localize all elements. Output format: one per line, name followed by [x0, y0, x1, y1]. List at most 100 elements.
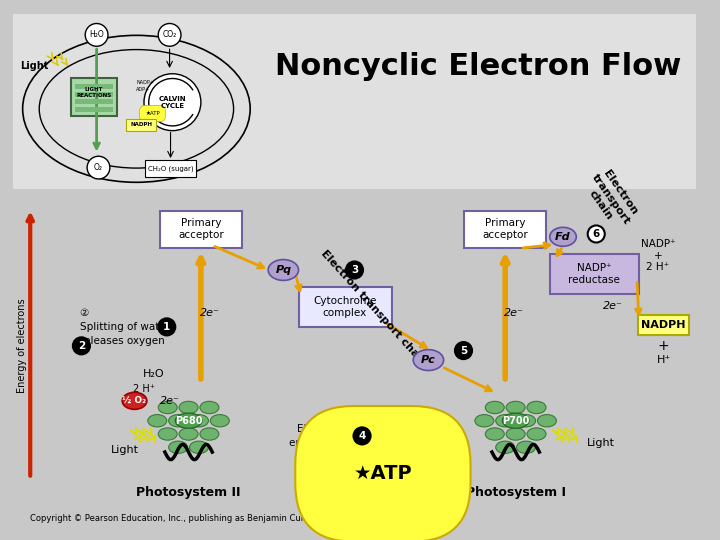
Ellipse shape [189, 415, 209, 427]
Ellipse shape [158, 428, 177, 440]
Circle shape [354, 427, 371, 444]
FancyBboxPatch shape [638, 315, 689, 335]
Text: Electron flow provides
energy for chemiosmotic
synthesis of: Electron flow provides energy for chemio… [289, 424, 420, 461]
Ellipse shape [413, 349, 444, 370]
Circle shape [346, 261, 363, 279]
Ellipse shape [506, 401, 525, 414]
Text: ½ O₂: ½ O₂ [122, 396, 147, 406]
Text: 2e⁻: 2e⁻ [160, 396, 179, 406]
FancyBboxPatch shape [75, 92, 113, 97]
Text: NADPH: NADPH [642, 320, 685, 330]
Text: P680: P680 [175, 416, 202, 426]
Ellipse shape [179, 401, 198, 414]
FancyBboxPatch shape [126, 119, 156, 131]
Text: Pc: Pc [421, 355, 436, 365]
Text: Light: Light [20, 61, 48, 71]
Circle shape [73, 338, 90, 354]
Text: O₂: O₂ [94, 163, 103, 172]
Text: CO₂: CO₂ [163, 30, 176, 39]
Circle shape [85, 24, 108, 46]
Text: LIGHT
REACTIONS: LIGHT REACTIONS [76, 87, 112, 98]
Text: 2e⁻: 2e⁻ [504, 308, 523, 318]
Text: Electron
transport
chain: Electron transport chain [580, 165, 641, 233]
Text: CH₂O (sugar): CH₂O (sugar) [148, 165, 194, 172]
FancyBboxPatch shape [71, 78, 117, 117]
Circle shape [588, 225, 605, 242]
Text: Fd: Fd [555, 232, 571, 242]
Ellipse shape [168, 441, 188, 454]
Ellipse shape [175, 413, 202, 428]
Circle shape [144, 74, 201, 131]
Ellipse shape [537, 415, 557, 427]
Text: H⁺: H⁺ [657, 355, 670, 365]
Ellipse shape [179, 428, 198, 440]
FancyBboxPatch shape [13, 14, 696, 190]
Ellipse shape [189, 441, 209, 454]
Text: 2e⁻: 2e⁻ [199, 308, 220, 318]
Text: Photosystem II: Photosystem II [136, 487, 240, 500]
Text: ②
Splitting of water
releases oxygen: ② Splitting of water releases oxygen [79, 308, 170, 346]
Ellipse shape [496, 415, 515, 427]
Text: 1: 1 [163, 322, 171, 332]
Text: 4: 4 [359, 431, 366, 441]
Ellipse shape [516, 415, 536, 427]
Text: Primary
acceptor: Primary acceptor [482, 219, 528, 240]
Text: Light: Light [587, 437, 615, 448]
FancyBboxPatch shape [75, 99, 113, 104]
Text: +: + [658, 339, 670, 353]
FancyBboxPatch shape [13, 190, 696, 526]
Circle shape [158, 24, 181, 46]
Text: NADP⁺
reductase: NADP⁺ reductase [568, 263, 620, 285]
Ellipse shape [168, 415, 188, 427]
Text: ADP+: ADP+ [136, 87, 150, 92]
Text: 2: 2 [78, 341, 85, 351]
Circle shape [87, 156, 110, 179]
Ellipse shape [200, 401, 219, 414]
Text: 5: 5 [460, 346, 467, 355]
Ellipse shape [503, 413, 529, 428]
Ellipse shape [210, 415, 230, 427]
FancyBboxPatch shape [75, 107, 113, 112]
Ellipse shape [200, 428, 219, 440]
Ellipse shape [158, 401, 177, 414]
Text: NADP⁺
+
2 H⁺: NADP⁺ + 2 H⁺ [641, 239, 675, 272]
Text: NADP+: NADP+ [136, 80, 154, 85]
Ellipse shape [527, 401, 546, 414]
Text: 6: 6 [593, 229, 600, 239]
Text: Photosystem I: Photosystem I [466, 487, 566, 500]
Text: 2e⁻: 2e⁻ [603, 301, 624, 311]
FancyBboxPatch shape [299, 287, 392, 327]
Text: ★ATP: ★ATP [145, 111, 160, 116]
Ellipse shape [475, 415, 494, 427]
Circle shape [158, 319, 175, 335]
Text: Primary
acceptor: Primary acceptor [178, 219, 224, 240]
FancyBboxPatch shape [464, 211, 546, 248]
Ellipse shape [506, 428, 525, 440]
FancyBboxPatch shape [13, 14, 269, 190]
Ellipse shape [496, 441, 515, 454]
Text: 2 H⁺: 2 H⁺ [133, 383, 155, 394]
Text: 3: 3 [351, 265, 358, 275]
Text: Light: Light [111, 445, 139, 455]
Ellipse shape [550, 227, 576, 246]
Ellipse shape [485, 401, 504, 414]
FancyBboxPatch shape [145, 160, 196, 177]
FancyBboxPatch shape [550, 254, 639, 294]
Ellipse shape [148, 415, 167, 427]
Text: Pq: Pq [275, 265, 292, 275]
Text: H₂O: H₂O [89, 30, 104, 39]
Text: NADPH: NADPH [130, 123, 152, 127]
Text: ★ATP: ★ATP [354, 464, 413, 483]
Text: P700: P700 [502, 416, 529, 426]
Text: Energy of electrons: Energy of electrons [17, 299, 27, 393]
Text: CALVIN
CYCLE: CALVIN CYCLE [158, 96, 186, 109]
FancyBboxPatch shape [75, 84, 113, 89]
Ellipse shape [516, 441, 536, 454]
Ellipse shape [527, 428, 546, 440]
FancyBboxPatch shape [160, 211, 242, 248]
Ellipse shape [485, 428, 504, 440]
Text: Noncyclic Electron Flow: Noncyclic Electron Flow [274, 52, 681, 80]
Ellipse shape [122, 392, 147, 409]
Circle shape [455, 342, 472, 359]
Text: Cytochrome
complex: Cytochrome complex [313, 296, 377, 318]
